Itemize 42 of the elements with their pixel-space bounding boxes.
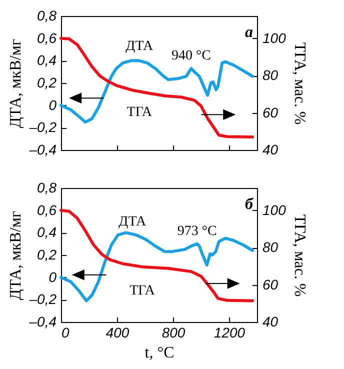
y-tick-label: –0,2 [28, 119, 57, 136]
x-axis-title: t, °C [144, 344, 174, 362]
line-series [60, 36, 254, 138]
y2-tick-label: 100 [262, 30, 286, 46]
y-tick-label: 0,6 [37, 202, 57, 218]
y2-tick-label: 40 [262, 314, 278, 330]
y-tick-label: 0 [48, 96, 57, 113]
annotation: б [245, 196, 254, 213]
y2-tick-label: 80 [262, 67, 278, 84]
y-tick-label: 0,2 [37, 74, 57, 90]
x-tick-label: 0 [62, 324, 70, 340]
y-axis-title: ДТА, мкВ/мг [7, 210, 24, 300]
series-label: ТГА [130, 283, 156, 298]
x-tick-label: 1200 [214, 324, 246, 340]
y-tick-label: 0,8 [37, 8, 57, 24]
y2-tick-label: 80 [262, 239, 278, 256]
y2-tick-label: 40 [262, 142, 278, 158]
y-tick-label: 0,8 [37, 180, 57, 196]
y-tick-label: 0,4 [37, 52, 57, 68]
annotation: 940 °C [171, 48, 211, 64]
y-tick-label: –0,2 [28, 291, 57, 308]
y-tick-label: 0,6 [37, 30, 57, 46]
y-tick-label: 0,4 [37, 224, 57, 240]
y-tick-label: –0,4 [28, 142, 57, 158]
series-label: ТГА [126, 105, 153, 120]
annotation: а [245, 24, 253, 41]
y2-tick-label: 60 [262, 104, 278, 120]
y-tick-label: –0,4 [28, 314, 57, 330]
series-label: ДТА [126, 39, 154, 54]
line-series [60, 59, 254, 124]
y2-axis-title: ТГА, мас. % [290, 42, 308, 125]
y2-tick-label: 100 [262, 202, 286, 218]
y-tick-label: 0 [48, 268, 57, 285]
y2-axis-title: ТГА, мас. % [290, 214, 308, 297]
y-axis-title: ДТА, мкВ/мг [7, 38, 24, 128]
y2-tick-label: 60 [262, 276, 278, 292]
y-tick-label: 0,2 [37, 246, 57, 262]
line-series [60, 208, 254, 302]
series-label: ДТА [118, 214, 148, 230]
x-tick-label: 800 [162, 324, 186, 340]
annotation: 973 °C [177, 224, 217, 239]
x-tick-label: 400 [106, 324, 130, 340]
